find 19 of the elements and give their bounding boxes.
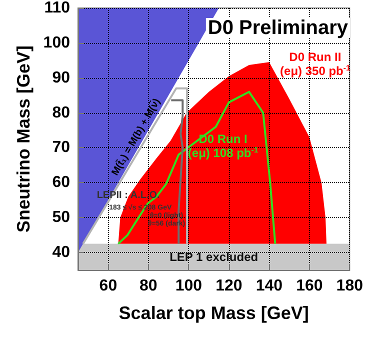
y-tick-label: 40 xyxy=(52,244,70,262)
y-axis-title: Sneutrino Mass [GeV] xyxy=(13,45,34,233)
y-tick-label: 90 xyxy=(52,69,70,86)
y-tick-label: 60 xyxy=(52,174,70,192)
band-label: LEP 1 excluded xyxy=(170,250,258,264)
x-tick-label: 100 xyxy=(175,278,202,294)
x-axis-title: Scalar top Mass [GeV] xyxy=(118,303,309,323)
x-tick-label: 120 xyxy=(216,278,242,294)
y-tick-label: 50 xyxy=(52,209,70,226)
x-tick-label: 80 xyxy=(140,278,158,294)
y-tick-label: 80 xyxy=(52,104,70,122)
y-tick-label: 70 xyxy=(52,139,70,156)
chart-title: D0 Preliminary xyxy=(208,17,349,39)
x-tick-label: 60 xyxy=(99,278,118,294)
x-tick-label: 160 xyxy=(296,278,323,294)
y-tick-label: 100 xyxy=(43,34,70,52)
x-tick-label: 140 xyxy=(256,278,283,294)
x-tick-label: 180 xyxy=(336,278,364,294)
y-tick-label: 110 xyxy=(44,0,70,16)
